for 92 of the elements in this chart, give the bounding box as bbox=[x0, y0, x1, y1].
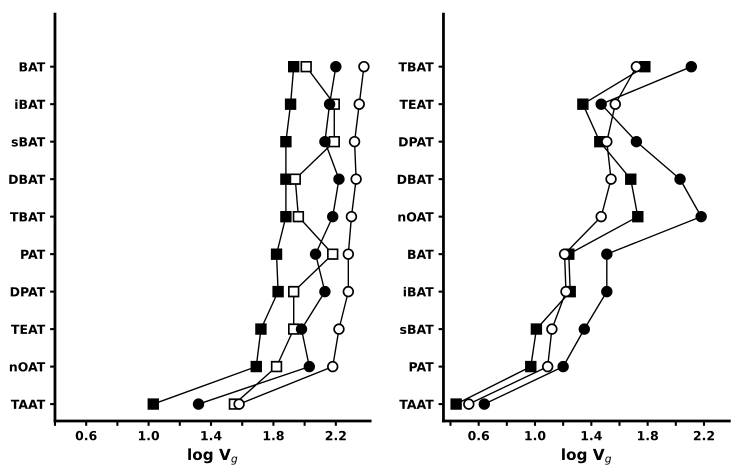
x-axis-title: log V$_{g}$ bbox=[188, 448, 238, 465]
y-tick-label: PAT bbox=[21, 250, 46, 259]
point bbox=[450, 398, 462, 410]
point bbox=[319, 136, 331, 148]
y-tick-label: TAAT bbox=[399, 400, 434, 409]
point bbox=[342, 248, 354, 260]
point bbox=[695, 210, 707, 222]
point bbox=[310, 248, 322, 260]
point bbox=[478, 398, 490, 410]
y-tick-label: iBAT bbox=[15, 99, 46, 109]
point bbox=[280, 210, 292, 222]
point bbox=[333, 323, 345, 335]
point bbox=[530, 323, 542, 335]
point bbox=[525, 360, 536, 372]
point bbox=[272, 286, 284, 298]
point bbox=[270, 248, 282, 260]
point bbox=[601, 136, 613, 148]
x-tick-label: 1.8 bbox=[638, 430, 658, 440]
point bbox=[250, 360, 262, 372]
point bbox=[348, 136, 360, 148]
point bbox=[233, 398, 245, 410]
point bbox=[674, 173, 686, 185]
point bbox=[288, 286, 300, 298]
point bbox=[546, 323, 558, 335]
x-tick-label: 1.4 bbox=[582, 431, 602, 440]
point bbox=[578, 323, 590, 335]
point bbox=[192, 398, 204, 410]
point bbox=[595, 210, 607, 222]
point bbox=[288, 60, 300, 72]
point bbox=[300, 60, 312, 72]
point bbox=[342, 286, 354, 298]
point bbox=[558, 248, 570, 260]
point bbox=[327, 248, 338, 260]
point bbox=[290, 173, 301, 185]
point bbox=[354, 98, 365, 110]
y-tick-label: nOAT bbox=[398, 212, 434, 222]
point bbox=[324, 98, 336, 110]
x-tick-label: 2.2 bbox=[326, 430, 346, 440]
point bbox=[270, 360, 282, 372]
y-tick-label: DBAT bbox=[398, 174, 434, 184]
point bbox=[595, 98, 607, 110]
point bbox=[605, 173, 617, 185]
point bbox=[610, 98, 621, 110]
y-tick-label: DPAT bbox=[399, 137, 434, 146]
point bbox=[296, 323, 308, 335]
point bbox=[577, 98, 589, 110]
point bbox=[350, 173, 362, 185]
x-tick-label: 2.2 bbox=[694, 430, 714, 440]
y-tick-label: TAAT bbox=[10, 400, 46, 409]
point bbox=[319, 286, 331, 298]
y-tick-label: sBAT bbox=[400, 324, 434, 334]
x-tick-label: 1.8 bbox=[264, 430, 284, 440]
y-tick-label: PAT bbox=[410, 362, 434, 372]
point bbox=[333, 173, 345, 185]
point bbox=[292, 210, 304, 222]
point bbox=[557, 360, 569, 372]
point bbox=[601, 248, 613, 260]
y-tick-label: DPAT bbox=[10, 287, 46, 296]
point bbox=[542, 360, 554, 372]
x-tick-label: 0.6 bbox=[468, 430, 490, 440]
y-tick-label: TEAT bbox=[400, 100, 434, 109]
x-tick-label: 1.0 bbox=[525, 430, 546, 440]
point bbox=[255, 323, 267, 335]
point bbox=[358, 60, 370, 72]
point bbox=[304, 360, 316, 372]
y-tick-label: TBAT bbox=[10, 212, 46, 222]
point bbox=[686, 60, 698, 72]
point bbox=[148, 398, 159, 410]
point bbox=[284, 98, 296, 110]
point bbox=[630, 136, 642, 148]
y-tick-label: iBAT bbox=[404, 286, 434, 296]
y-tick-label: TEAT bbox=[11, 324, 46, 334]
point bbox=[625, 173, 636, 185]
point bbox=[346, 210, 358, 222]
point bbox=[327, 210, 338, 222]
point bbox=[632, 210, 644, 222]
y-tick-label: DBAT bbox=[9, 174, 46, 184]
point bbox=[280, 136, 292, 148]
point bbox=[463, 398, 475, 410]
y-tick-label: nOAT bbox=[10, 362, 46, 372]
point bbox=[601, 286, 613, 298]
x-tick-label: 0.6 bbox=[76, 430, 97, 440]
y-tick-label: BAT bbox=[408, 250, 434, 259]
x-tick-label: 1.0 bbox=[138, 430, 160, 440]
x-axis-title: log V$_{g}$ bbox=[562, 448, 612, 465]
y-tick-label: sBAT bbox=[12, 137, 46, 147]
point bbox=[330, 60, 342, 72]
point bbox=[327, 360, 338, 372]
y-tick-label: TBAT bbox=[398, 62, 434, 72]
y-tick-label: BAT bbox=[20, 62, 46, 72]
x-tick-label: 1.4 bbox=[201, 431, 222, 440]
point bbox=[328, 136, 340, 148]
